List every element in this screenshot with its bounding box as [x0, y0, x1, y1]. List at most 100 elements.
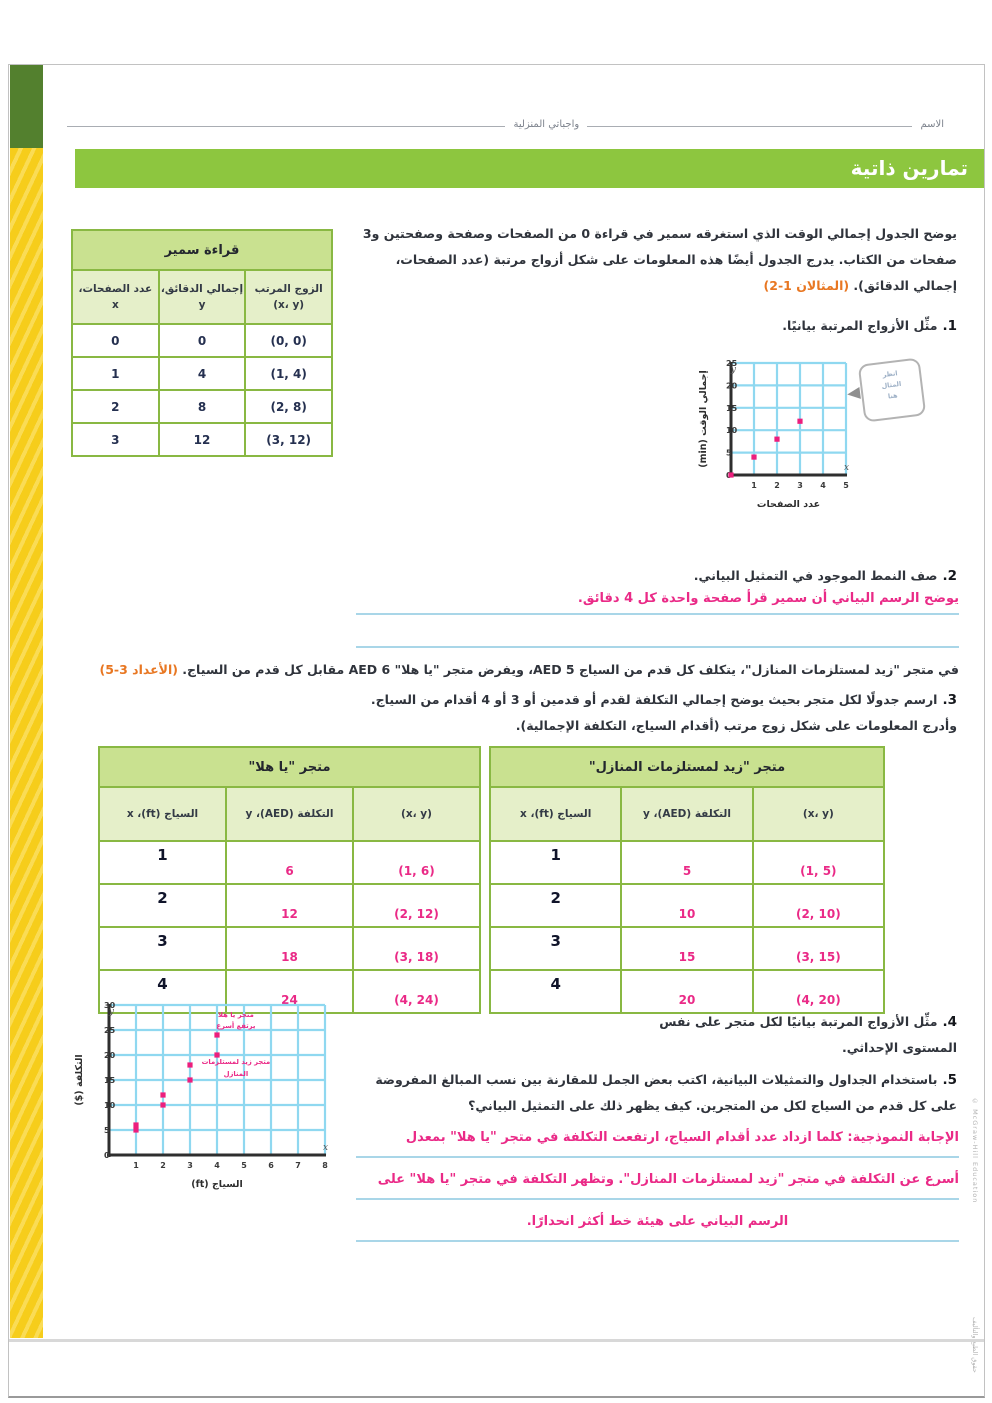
cell-pages: 3 [71, 422, 160, 457]
cell-minutes: 4 [157, 356, 247, 391]
svg-text:عدد الصفحات: عدد الصفحات [757, 499, 820, 510]
answer-line: الرسم البياني على هيئة خط أكثر انحدارًا. [356, 1209, 959, 1242]
table-row: (3, 15) 15 3 [488, 926, 886, 971]
table-row: (2, 12) 12 2 [98, 883, 481, 928]
arrow-left-icon [846, 386, 861, 401]
column-header-feet: السياج (ft)، x [98, 786, 227, 842]
binding-yellow-band [10, 148, 43, 1338]
svg-text:x: x [323, 1143, 328, 1153]
cell-pair: (2, 10) [751, 883, 886, 928]
svg-text:يرتفع أسرع: يرتفع أسرع [216, 1021, 256, 1030]
answer-text: أسرع عن التكلفة في متجر "زيد لمستلزمات ا… [377, 1172, 959, 1187]
svg-text:20: 20 [104, 1051, 116, 1060]
table-title: متجر "يا هلا" [98, 746, 481, 788]
name-write-line [587, 125, 913, 127]
answer-line: أسرع عن التكلفة في متجر "زيد لمستلزمات ا… [356, 1167, 959, 1200]
table-row: (3, 12) 12 3 [71, 422, 333, 457]
svg-text:7: 7 [295, 1161, 301, 1170]
cell-pages: 2 [71, 389, 160, 424]
answer-text: يوضح الرسم البياني أن سمير قرأ صفحة واحد… [577, 591, 959, 606]
table-row: (2, 8) 8 2 [71, 389, 333, 424]
svg-text:1: 1 [133, 1161, 139, 1170]
cell-feet: 4 [488, 969, 623, 1014]
zayed-store-table: متجر "زيد لمستلزمات المنازل" (x، y) التك… [488, 746, 886, 1014]
table-row: (3, 18) 18 3 [98, 926, 481, 971]
svg-text:4: 4 [820, 481, 826, 490]
cell-minutes: 8 [157, 389, 247, 424]
svg-text:15: 15 [726, 404, 738, 413]
question-text: ارسم جدولًا لكل متجر بحيث يوضح إجمالي ال… [370, 692, 957, 733]
cell-cost: 5 [620, 840, 754, 885]
homework-write-line [67, 125, 506, 127]
cell-cost: 6 [225, 840, 354, 885]
cell-pair: (1, 5) [751, 840, 886, 885]
svg-text:2: 2 [774, 481, 780, 490]
homework-label: واجباتي المنزلية [513, 119, 580, 130]
svg-text:15: 15 [104, 1076, 116, 1085]
svg-text:6: 6 [268, 1161, 274, 1170]
question-number: 3. [942, 692, 957, 708]
blank-answer-line [356, 645, 959, 648]
svg-text:5: 5 [241, 1161, 247, 1170]
cell-pair: (4, 20) [751, 969, 886, 1014]
cell-pair: (4, 24) [352, 969, 481, 1014]
question-5: 5.باستخدام الجداول والتمثيلات البيانية، … [359, 1067, 957, 1118]
svg-text:5: 5 [104, 1126, 110, 1135]
intro-paragraph: يوضح الجدول إجمالي الوقت الذي استغرقه سم… [353, 221, 957, 299]
page-edge-shading [9, 1339, 984, 1342]
svg-text:30: 30 [104, 1001, 116, 1010]
cell-cost: 24 [225, 969, 354, 1014]
copyright-credit: حقوق الطبع والتأليف [971, 1317, 979, 1373]
cell-pair: (0, 0) [244, 323, 333, 358]
column-header-pages: عدد الصفحات، x [71, 269, 160, 325]
table-row: (4, 20) 20 4 [488, 969, 886, 1014]
example-stamp: انظر المثال هنا [846, 357, 927, 423]
cell-minutes: 0 [157, 323, 247, 358]
cell-feet: 3 [98, 926, 227, 971]
question-3: 3.ارسم جدولًا لكل متجر بحيث يوضح إجمالي … [361, 687, 957, 738]
svg-text:متجر يا هلا: متجر يا هلا [218, 1011, 254, 1019]
question-text: مثِّل الأزواج المرتبة بيانيًا. [782, 318, 938, 333]
svg-text:25: 25 [104, 1026, 116, 1035]
cell-pair: (2, 12) [352, 883, 481, 928]
cell-cost: 12 [225, 883, 354, 928]
question-number: 4. [942, 1014, 957, 1030]
cell-cost: 10 [620, 883, 754, 928]
question-2: 2. صف النمط الموجود في التمثيل البياني. [353, 563, 957, 589]
answer-5: الإجابة النموذجية: كلما ازداد عدد أقدام … [356, 1125, 959, 1251]
cell-minutes: 12 [157, 422, 247, 457]
cell-pair: (1, 6) [352, 840, 481, 885]
svg-text:إجمالي الوقت (min): إجمالي الوقت (min) [698, 370, 709, 468]
cell-pair: (3, 18) [352, 926, 481, 971]
yahala-store-table: متجر "يا هلا" (x، y) التكلفة (AED)، y ال… [98, 746, 481, 1014]
cell-feet: 4 [98, 969, 227, 1014]
worksheet-page: الاسم واجباتي المنزلية تمارين ذاتية يوضح… [8, 64, 985, 1398]
svg-text:5: 5 [843, 481, 849, 490]
cell-pair: (3, 12) [244, 422, 333, 457]
table-title: متجر "زيد لمستلزمات المنازل" [489, 746, 885, 788]
name-label: الاسم [920, 119, 944, 130]
svg-text:x: x [844, 463, 849, 473]
column-header-feet: السياج (ft)، x [488, 786, 623, 842]
exercise-reference: (الأعداد 3-5) [99, 662, 178, 677]
question-1: 1. مثِّل الأزواج المرتبة بيانيًا. [353, 313, 957, 339]
column-header-cost: التكلفة (AED)، y [225, 786, 354, 842]
column-header-pair: (x، y) [352, 786, 481, 842]
svg-text:y: y [730, 365, 737, 375]
sameer-reading-table: قراءة سمير الزوج المرتب (x، y) إجمالي ال… [71, 229, 333, 457]
svg-text:3: 3 [187, 1161, 193, 1170]
svg-text:2: 2 [160, 1161, 166, 1170]
cell-feet: 3 [488, 926, 623, 971]
question-number: 2. [942, 568, 957, 584]
cell-cost: 15 [620, 926, 754, 971]
fencing-problem-paragraph: في متجر "زيد لمستلزمات المنازل"، يتكلف ك… [33, 657, 960, 682]
table-row: (1, 5) 5 1 [488, 840, 886, 885]
svg-text:1: 1 [751, 481, 757, 490]
svg-text:25: 25 [726, 359, 738, 368]
question-number: 1. [942, 318, 957, 334]
answer-line: الإجابة النموذجية: كلما ازداد عدد أقدام … [356, 1125, 959, 1158]
cell-cost: 18 [225, 926, 354, 971]
table-row: (1, 4) 4 1 [71, 356, 333, 391]
svg-text:التكلفة ($): التكلفة ($) [74, 1054, 85, 1105]
